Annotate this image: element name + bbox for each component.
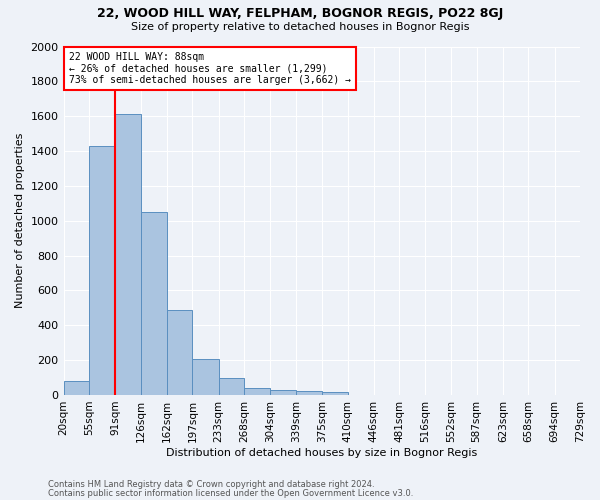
Bar: [141, 212, 167, 395]
Bar: [218, 378, 244, 395]
Bar: [296, 392, 322, 395]
Bar: [244, 388, 271, 395]
Bar: [322, 392, 347, 395]
Bar: [64, 381, 89, 395]
X-axis label: Distribution of detached houses by size in Bognor Regis: Distribution of detached houses by size …: [166, 448, 478, 458]
Bar: [271, 390, 296, 395]
Text: Contains HM Land Registry data © Crown copyright and database right 2024.: Contains HM Land Registry data © Crown c…: [48, 480, 374, 489]
Bar: [115, 114, 141, 395]
Bar: [167, 310, 193, 395]
Text: Contains public sector information licensed under the Open Government Licence v3: Contains public sector information licen…: [48, 489, 413, 498]
Bar: [89, 146, 115, 395]
Y-axis label: Number of detached properties: Number of detached properties: [15, 133, 25, 308]
Text: 22 WOOD HILL WAY: 88sqm
← 26% of detached houses are smaller (1,299)
73% of semi: 22 WOOD HILL WAY: 88sqm ← 26% of detache…: [69, 52, 351, 85]
Text: Size of property relative to detached houses in Bognor Regis: Size of property relative to detached ho…: [131, 22, 469, 32]
Bar: [193, 359, 218, 395]
Text: 22, WOOD HILL WAY, FELPHAM, BOGNOR REGIS, PO22 8GJ: 22, WOOD HILL WAY, FELPHAM, BOGNOR REGIS…: [97, 8, 503, 20]
